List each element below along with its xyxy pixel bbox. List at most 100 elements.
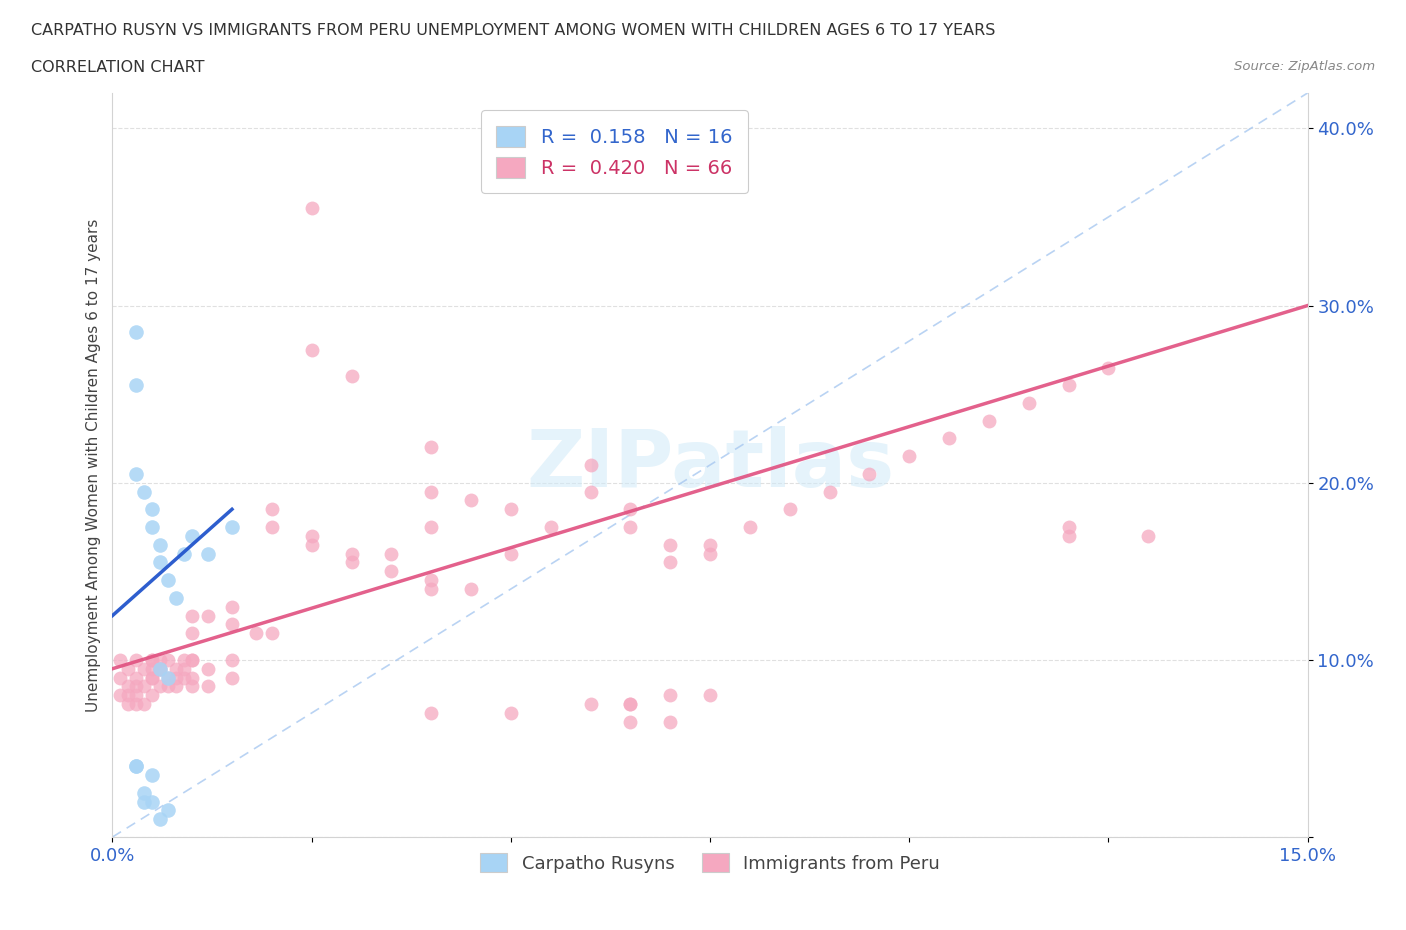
Point xyxy=(619,520,641,535)
Point xyxy=(579,458,602,472)
Point xyxy=(221,671,243,685)
Point xyxy=(134,679,156,694)
Point xyxy=(197,661,219,676)
Text: Source: ZipAtlas.com: Source: ZipAtlas.com xyxy=(1234,60,1375,73)
Point xyxy=(619,714,641,729)
Point xyxy=(659,538,682,552)
Point xyxy=(659,555,682,570)
Point xyxy=(340,369,363,384)
Point xyxy=(149,661,172,676)
Point xyxy=(499,706,522,721)
Point xyxy=(134,794,156,809)
Point xyxy=(134,485,156,499)
Point xyxy=(149,679,172,694)
Point xyxy=(141,502,163,517)
Point xyxy=(260,626,283,641)
Point xyxy=(659,688,682,703)
Point xyxy=(125,467,148,482)
Point xyxy=(540,520,562,535)
Point xyxy=(340,555,363,570)
Point xyxy=(117,697,139,711)
Point xyxy=(619,697,641,711)
Point xyxy=(157,803,180,817)
Point xyxy=(301,201,323,216)
Point xyxy=(1057,520,1080,535)
Point xyxy=(149,538,172,552)
Point xyxy=(117,679,139,694)
Point xyxy=(938,431,960,445)
Point xyxy=(1097,360,1119,375)
Point xyxy=(420,485,443,499)
Point xyxy=(380,564,402,578)
Point xyxy=(420,581,443,596)
Point xyxy=(619,697,641,711)
Point xyxy=(141,688,163,703)
Point xyxy=(221,617,243,631)
Point xyxy=(149,555,172,570)
Point xyxy=(165,591,187,605)
Point xyxy=(149,812,172,827)
Point xyxy=(181,653,204,668)
Point xyxy=(619,502,641,517)
Point xyxy=(699,546,721,561)
Y-axis label: Unemployment Among Women with Children Ages 6 to 17 years: Unemployment Among Women with Children A… xyxy=(86,219,101,711)
Point xyxy=(197,679,219,694)
Point xyxy=(181,653,204,668)
Point xyxy=(141,661,163,676)
Point xyxy=(420,573,443,588)
Point xyxy=(125,378,148,392)
Point xyxy=(125,688,148,703)
Point xyxy=(738,520,761,535)
Point xyxy=(1057,378,1080,392)
Point xyxy=(134,697,156,711)
Point xyxy=(181,679,204,694)
Point xyxy=(659,714,682,729)
Point xyxy=(181,671,204,685)
Point xyxy=(125,679,148,694)
Point xyxy=(301,528,323,543)
Point xyxy=(157,573,180,588)
Point xyxy=(898,448,921,463)
Point xyxy=(149,661,172,676)
Point xyxy=(165,661,187,676)
Point xyxy=(173,653,195,668)
Point xyxy=(141,671,163,685)
Point xyxy=(157,653,180,668)
Point xyxy=(197,546,219,561)
Point xyxy=(1057,528,1080,543)
Point xyxy=(141,653,163,668)
Point xyxy=(579,697,602,711)
Text: ZIPatlas: ZIPatlas xyxy=(526,426,894,504)
Point xyxy=(173,661,195,676)
Point xyxy=(173,671,195,685)
Point xyxy=(110,688,132,703)
Point xyxy=(157,671,180,685)
Point xyxy=(420,520,443,535)
Point xyxy=(141,794,163,809)
Point xyxy=(125,671,148,685)
Point xyxy=(125,759,148,774)
Point xyxy=(157,671,180,685)
Point xyxy=(779,502,801,517)
Point xyxy=(260,520,283,535)
Point xyxy=(301,538,323,552)
Point xyxy=(165,671,187,685)
Point xyxy=(141,767,163,782)
Point xyxy=(110,671,132,685)
Point xyxy=(420,706,443,721)
Point xyxy=(125,759,148,774)
Point xyxy=(420,440,443,455)
Point xyxy=(340,546,363,561)
Point xyxy=(221,520,243,535)
Point xyxy=(181,528,204,543)
Point xyxy=(181,608,204,623)
Point xyxy=(380,546,402,561)
Point xyxy=(499,502,522,517)
Point xyxy=(460,493,482,508)
Point xyxy=(301,342,323,357)
Point xyxy=(125,653,148,668)
Point xyxy=(1137,528,1160,543)
Legend: Carpatho Rusyns, Immigrants from Peru: Carpatho Rusyns, Immigrants from Peru xyxy=(472,846,948,880)
Point xyxy=(1018,395,1040,410)
Point xyxy=(110,653,132,668)
